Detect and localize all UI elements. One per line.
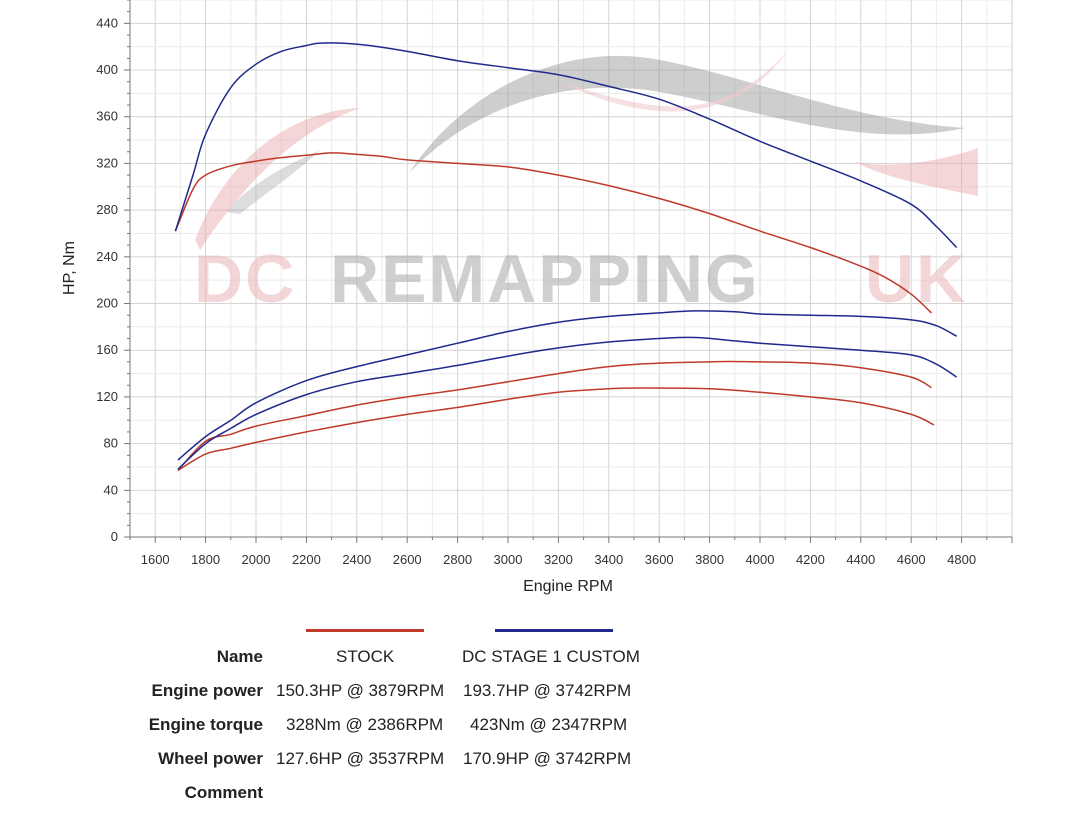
- y-tick-label: 360: [96, 109, 118, 124]
- x-tick-label: 3400: [594, 552, 623, 567]
- x-tick-label: 4600: [897, 552, 926, 567]
- series-line-dc-stage-1-custom-torque: [174, 42, 958, 249]
- x-tick-label: 1600: [141, 552, 170, 567]
- x-tick-label: 2800: [443, 552, 472, 567]
- dyno-chart: DC REMAPPING UK 1600 1800 2000 2200 2400 2600…: [61, 0, 1013, 595]
- x-tick-label: 1800: [191, 552, 220, 567]
- x-tick-label: 3000: [494, 552, 523, 567]
- row-label: Wheel power: [158, 749, 263, 768]
- y-tick-label: 40: [104, 482, 118, 497]
- x-tick-label: 3200: [544, 552, 573, 567]
- x-tick-label: 4400: [846, 552, 875, 567]
- x-tick-label: 4200: [796, 552, 825, 567]
- stage1-value: 423Nm @ 2347RPM: [470, 715, 628, 734]
- row-label: Engine power: [151, 681, 263, 700]
- watermark-logo: DC REMAPPING UK: [194, 48, 978, 317]
- series-line-dc-stage-1-custom-wheel-power: [177, 336, 958, 470]
- y-tick-label: 280: [96, 202, 118, 217]
- table-row-wheel-power: Wheel power 127.6HP @ 3537RPM 170.9HP @ …: [0, 749, 1078, 779]
- legend-table: Name STOCK DC STAGE 1 CUSTOM Engine powe…: [0, 615, 1078, 809]
- series-line-dc-stage-1-custom-engine-power: [177, 310, 957, 461]
- y-tick-label: 120: [96, 389, 118, 404]
- y-tick-label: 440: [96, 15, 118, 30]
- stock-value: 328Nm @ 2386RPM: [286, 715, 444, 734]
- series-line-stock-torque: [174, 152, 932, 314]
- x-tick-label: 4800: [947, 552, 976, 567]
- table-row-engine-torque: Engine torque 328Nm @ 2386RPM 423Nm @ 23…: [0, 715, 1078, 745]
- x-tick-label: 2400: [342, 552, 371, 567]
- chart-series: [174, 42, 958, 472]
- watermark-text-uk: UK: [865, 241, 967, 317]
- y-axis-title: HP, Nm: [61, 241, 78, 295]
- x-axis-title: Engine RPM: [523, 578, 613, 595]
- x-tick-label: 3800: [695, 552, 724, 567]
- x-tick-label: 4000: [746, 552, 775, 567]
- x-tick-label: 2000: [242, 552, 271, 567]
- row-label: Comment: [184, 783, 263, 802]
- watermark-text-remapping: REMAPPING: [330, 241, 760, 317]
- legend-line-stock: [306, 629, 424, 632]
- table-row-engine-power: Engine power 150.3HP @ 3879RPM 193.7HP @…: [0, 681, 1078, 711]
- x-tick-label: 2600: [393, 552, 422, 567]
- y-tick-label: 200: [96, 296, 118, 311]
- series-line-stock-engine-power: [177, 360, 932, 472]
- legend-line-stage1: [495, 629, 613, 632]
- y-tick-label: 240: [96, 249, 118, 264]
- y-tick-label: 160: [96, 342, 118, 357]
- row-label: Name: [216, 647, 263, 666]
- y-tick-label: 80: [104, 436, 118, 451]
- chart-axes: 1600 1800 2000 2200 2400 2600 2800 3000 3200 3400…: [96, 0, 1013, 567]
- stock-value: STOCK: [336, 647, 395, 666]
- y-tick-label: 400: [96, 62, 118, 77]
- watermark-text-dc: DC: [194, 241, 296, 317]
- table-row-name: Name STOCK DC STAGE 1 CUSTOM: [0, 647, 1078, 677]
- stage1-value: 193.7HP @ 3742RPM: [463, 681, 632, 700]
- stock-value: 127.6HP @ 3537RPM: [276, 749, 445, 768]
- table-row-comment: Comment: [0, 783, 1078, 813]
- row-label: Engine torque: [148, 715, 263, 734]
- stage1-value: DC STAGE 1 CUSTOM: [462, 647, 640, 666]
- x-tick-label: 2200: [292, 552, 321, 567]
- chart-grid: [129, 0, 1013, 538]
- y-tick-label: 0: [111, 529, 118, 544]
- series-line-stock-wheel-power: [177, 387, 935, 472]
- y-tick-label: 320: [96, 155, 118, 170]
- x-tick-label: 3600: [645, 552, 674, 567]
- stock-value: 150.3HP @ 3879RPM: [276, 681, 445, 700]
- stage1-value: 170.9HP @ 3742RPM: [463, 749, 632, 768]
